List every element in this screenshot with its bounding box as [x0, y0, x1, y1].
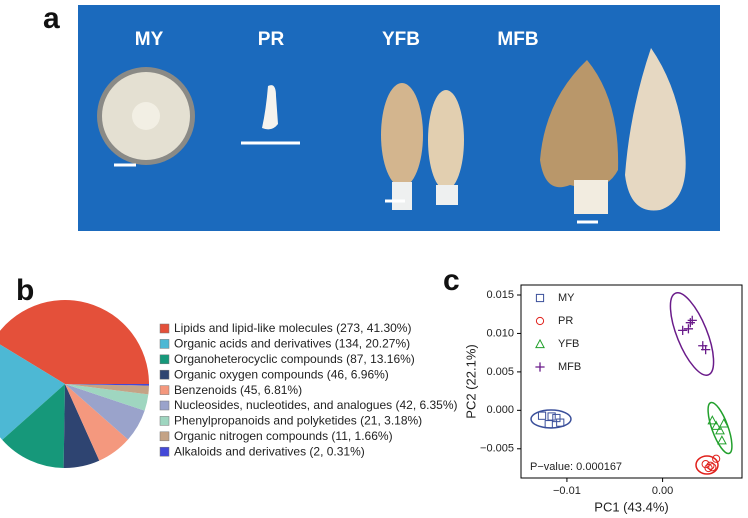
legend-label: Nucleosides, nucleotides, and analogues …	[174, 398, 458, 412]
pie-slice	[65, 384, 149, 395]
marker	[716, 435, 727, 445]
stipe	[392, 182, 412, 210]
marker	[535, 338, 545, 349]
panel-label: c	[443, 264, 460, 297]
annotation: P−value: 0.000167	[530, 461, 622, 473]
pie-slice	[65, 384, 149, 411]
marker	[535, 362, 545, 372]
photo-panel: MY PR YFB MFB	[78, 5, 720, 231]
y-tick-label: 0.005	[486, 366, 514, 378]
mycelium	[132, 102, 160, 130]
marker	[544, 420, 553, 429]
pie-slice	[0, 344, 65, 440]
marker	[718, 418, 729, 428]
marker	[711, 420, 722, 430]
legend-label: MY	[558, 292, 575, 304]
marker	[715, 425, 725, 435]
photo-label: MFB	[497, 29, 538, 50]
pie-slice	[63, 384, 100, 468]
marker	[535, 293, 545, 303]
marker	[547, 412, 556, 421]
stipe	[436, 185, 458, 205]
pie-slice	[65, 384, 129, 461]
legend-label: Alkaloids and derivatives (2, 0.31%)	[174, 444, 365, 458]
stipe	[574, 180, 608, 214]
x-axis-label: PC1 (43.4%)	[594, 499, 668, 514]
pie-slice	[65, 384, 149, 386]
ellipse	[669, 292, 715, 376]
legend-swatch	[159, 354, 170, 365]
y-tick-label: 0.015	[486, 289, 514, 301]
marker	[712, 454, 721, 463]
pie-slice	[65, 384, 145, 440]
y-tick-label: 0.000	[486, 404, 514, 416]
morel-mature	[540, 60, 619, 188]
legend-label: YFB	[558, 338, 579, 350]
marker	[537, 411, 547, 420]
legend-label: Organic nitrogen compounds (11, 1.66%)	[174, 429, 393, 443]
panel-label: b	[16, 274, 34, 307]
legend-label: MFB	[558, 361, 581, 373]
legend-swatch	[159, 416, 170, 426]
legend-swatch	[159, 431, 170, 442]
legend-swatch	[159, 339, 170, 349]
plot-frame	[520, 284, 743, 479]
morel-young	[381, 83, 423, 187]
marker	[706, 461, 715, 470]
photo-label: PR	[258, 29, 285, 50]
legend-label: Lipids and lipid-like molecules (273, 41…	[174, 321, 411, 335]
x-tick-label: 0.00	[652, 485, 673, 497]
marker	[535, 316, 545, 326]
marker	[683, 324, 694, 334]
legend-swatch	[159, 385, 170, 395]
legend-label: Phenylpropanoids and polyketides (21, 3.…	[174, 414, 422, 428]
photo-label: MY	[135, 29, 164, 50]
morel-mature-cut	[625, 48, 686, 211]
pie-slice	[2, 384, 65, 468]
x-tick-label: −0.01	[553, 485, 581, 497]
y-tick-label: −0.005	[480, 443, 514, 455]
legend-swatch	[159, 400, 170, 411]
panel-label: a	[43, 2, 60, 35]
marker	[687, 315, 697, 325]
legend-label: Benzenoids (45, 6.81%)	[174, 383, 302, 397]
pie-slice	[0, 300, 149, 384]
marker	[678, 325, 688, 335]
photo-label: YFB	[382, 29, 420, 50]
ellipse	[695, 455, 719, 475]
legend-swatch	[159, 323, 170, 334]
legend-label: Organic oxygen compounds (46, 6.96%)	[174, 367, 389, 381]
marker	[701, 344, 711, 355]
legend-swatch	[159, 369, 170, 380]
legend-swatch	[159, 446, 170, 457]
legend-label: PR	[558, 315, 573, 327]
marker	[685, 318, 695, 328]
legend-label: Organoheterocyclic compounds (87, 13.16%…	[174, 352, 415, 366]
y-tick-label: 0.010	[486, 327, 514, 339]
marker	[707, 415, 718, 425]
marker	[708, 463, 717, 472]
y-axis-label: PC2 (22.1%)	[463, 344, 478, 418]
legend-label: Organic acids and derivatives (134, 20.2…	[174, 337, 410, 351]
primordium	[262, 85, 278, 130]
confidence-ellipses	[530, 292, 733, 475]
marker	[704, 463, 713, 473]
marker	[556, 418, 565, 427]
morel-young-cut	[428, 90, 464, 190]
